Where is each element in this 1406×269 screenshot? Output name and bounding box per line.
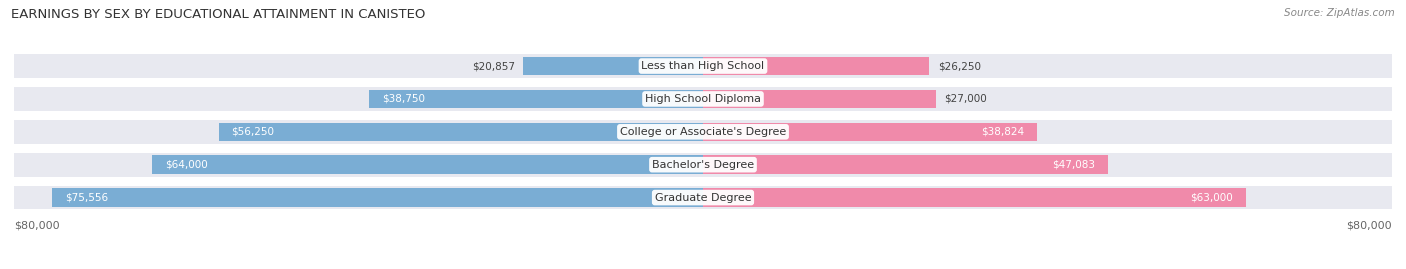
Bar [152,155,703,174]
Bar [14,186,1392,209]
Bar [523,57,703,75]
Bar [703,90,935,108]
Bar [703,155,1108,174]
Text: $80,000: $80,000 [14,221,59,231]
Text: Less than High School: Less than High School [641,61,765,71]
Bar [703,57,929,75]
Text: Source: ZipAtlas.com: Source: ZipAtlas.com [1284,8,1395,18]
Bar [14,120,1392,144]
Bar [52,188,703,207]
Text: Graduate Degree: Graduate Degree [655,193,751,203]
Text: $26,250: $26,250 [938,61,980,71]
Bar [703,188,1246,207]
Bar [218,123,703,141]
Text: $75,556: $75,556 [65,193,108,203]
Text: $80,000: $80,000 [1347,221,1392,231]
Text: College or Associate's Degree: College or Associate's Degree [620,127,786,137]
Bar [703,123,1038,141]
Text: $63,000: $63,000 [1189,193,1233,203]
Bar [14,87,1392,111]
Text: $27,000: $27,000 [945,94,987,104]
Bar [370,90,703,108]
Text: Bachelor's Degree: Bachelor's Degree [652,160,754,170]
Text: $64,000: $64,000 [165,160,208,170]
Text: EARNINGS BY SEX BY EDUCATIONAL ATTAINMENT IN CANISTEO: EARNINGS BY SEX BY EDUCATIONAL ATTAINMEN… [11,8,426,21]
Text: $38,824: $38,824 [981,127,1025,137]
Bar [14,153,1392,176]
Text: $38,750: $38,750 [382,94,425,104]
Bar [14,54,1392,78]
Text: $47,083: $47,083 [1053,160,1095,170]
Text: High School Diploma: High School Diploma [645,94,761,104]
Text: $20,857: $20,857 [472,61,515,71]
Text: $56,250: $56,250 [232,127,274,137]
